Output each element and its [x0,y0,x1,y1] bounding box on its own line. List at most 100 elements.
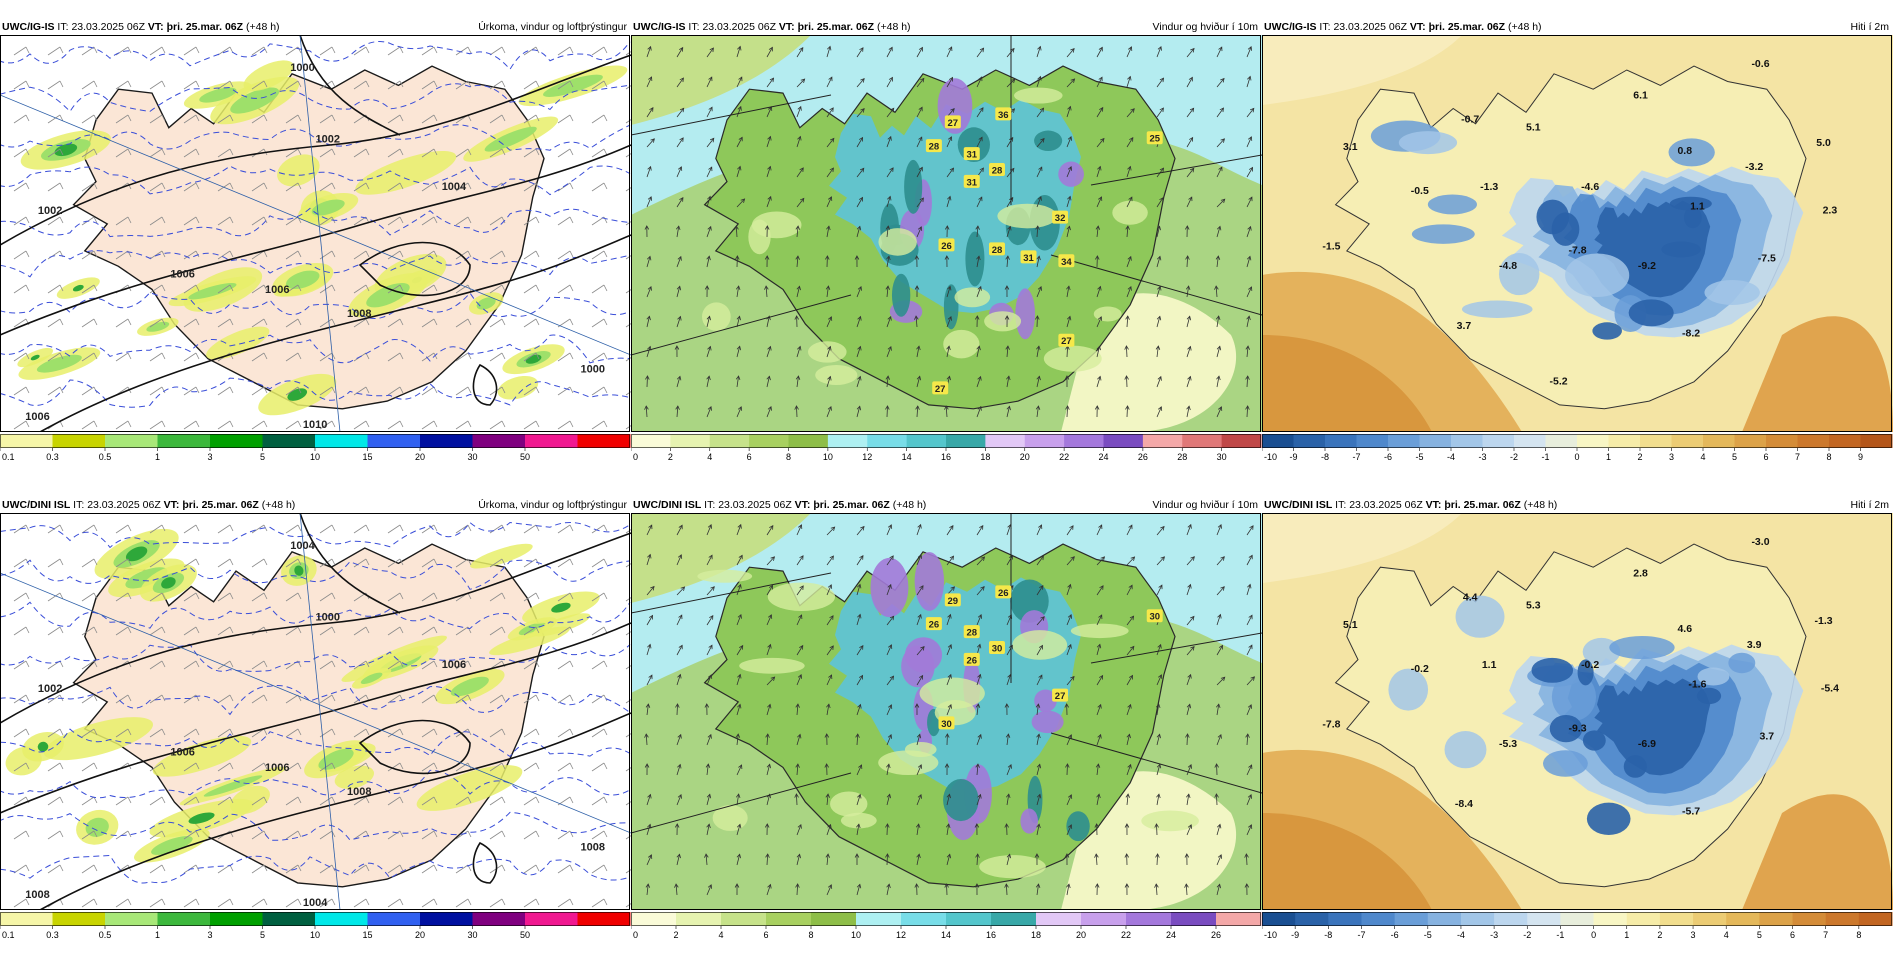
temp-area [1661,241,1701,257]
scale-label: 8 [808,930,813,940]
temp-label: 4.4 [1463,591,1478,603]
gust-label: 27 [948,118,959,129]
valid-time-label: VT: [779,21,795,33]
scale-label: 30 [467,452,477,462]
scale-label: 24 [1098,452,1108,462]
scale-label: -7 [1357,930,1365,940]
scale-swatch [1735,434,1767,448]
gust-label: 28 [929,142,940,153]
temp-label: 3.7 [1457,320,1472,332]
isobar-label: 1006 [170,746,194,758]
init-time-label: IT: [1335,499,1346,511]
scale-swatch [670,434,710,448]
scale-label: 26 [1138,452,1148,462]
scale-label: 2 [1637,452,1642,462]
temp-label: -0.5 [1411,185,1429,197]
temp-label: 4.6 [1677,623,1692,635]
gust-core [1015,288,1035,339]
temp-label: -9.2 [1638,260,1656,272]
isobar-label: 1004 [442,181,467,193]
temp-label: -3.2 [1745,161,1763,173]
scale-swatch [1262,434,1294,448]
wind-speed-area [984,311,1021,331]
gust-label: 32 [1055,213,1066,224]
panel-temp-dini: UWC/DINI ISL IT: 23.03.2025 06Z VT: þri.… [1262,492,1893,957]
valid-time-value: þri. 25.mar. 06Z [813,499,889,511]
wind-speed-area [1012,630,1067,660]
scale-label: 22 [1059,452,1069,462]
temp-label: -3.0 [1751,536,1769,548]
temp-label: -8.2 [1682,328,1700,340]
scale-label: -8 [1321,452,1329,462]
valid-time-value: þri. 25.mar. 06Z [1429,21,1505,33]
scale-label: 0 [633,452,638,462]
field-title: Vindur og hviður í 10m [1153,20,1258,34]
scale-label: 5 [1732,452,1737,462]
wind-arrow [1156,824,1157,835]
scale-label: 14 [941,930,951,940]
scale-label: -3 [1478,452,1486,462]
scale-swatch [105,912,158,926]
scale-label: 4 [707,452,712,462]
scale-label: 12 [896,930,906,940]
temp-label: -0.6 [1751,58,1769,70]
panel-header: UWC/DINI ISL IT: 23.03.2025 06Z VT: þri.… [633,498,1258,512]
init-time-label: IT: [73,499,84,511]
lead-time: (+48 h) [246,21,280,33]
scale-swatch [676,912,722,926]
scale-swatch [1294,434,1326,448]
scale-swatch [1143,434,1183,448]
temp-area [1412,224,1475,244]
wind-speed-area [739,658,804,674]
scale-swatch [1262,912,1296,926]
gust-label: 26 [998,588,1009,599]
scale-label: 8 [1826,452,1831,462]
bottom-model-row: UWC/DINI ISL IT: 23.03.2025 06Z VT: þri.… [0,492,1900,957]
temp-label: 5.1 [1343,619,1358,631]
scale-label: 50 [520,452,530,462]
scale-label: -9 [1289,452,1297,462]
scale-label: 0.3 [46,452,59,462]
scale-swatch [721,912,767,926]
gust-label: 27 [935,384,946,395]
temp-label: -0.2 [1411,663,1429,675]
scale-label: 7 [1795,452,1800,462]
gust-label: 31 [1023,253,1034,264]
gust-label: 36 [998,110,1009,121]
temp-area [1592,322,1622,339]
scale-label: 24 [1166,930,1176,940]
temp-label: -1.3 [1815,615,1833,627]
scale-label: -8 [1324,930,1332,940]
scale-label: 2 [668,452,673,462]
temp-area [1728,653,1755,673]
temp-label: 5.0 [1816,137,1831,149]
temp-label: -0.7 [1461,113,1479,125]
temp-label: -4.8 [1499,260,1517,272]
temp-label: 1.1 [1482,659,1497,671]
scale-swatch [578,434,631,448]
scale-label: 1 [155,930,160,940]
scale-label: 10 [310,930,320,940]
temp-label: -5.7 [1682,806,1700,818]
scale-label: -5 [1424,930,1432,940]
scale-label: 3 [1691,930,1696,940]
temp-area [1587,803,1631,835]
scale-swatch [631,434,671,448]
temp-area [1565,253,1629,297]
isobar-label: 1004 [303,897,328,909]
scale-swatch [946,912,992,926]
temp-area [1629,299,1674,326]
gust-core [905,637,942,672]
temp-label: -9.3 [1568,722,1586,734]
gust-label: 27 [1055,691,1066,702]
scale-label: -10 [1264,930,1277,940]
gust-label: 28 [992,165,1003,176]
gust-core [944,284,959,329]
scale-label: -4 [1447,452,1455,462]
scale-swatch [1222,434,1262,448]
scale-label: -6 [1384,452,1392,462]
scale-label: 1 [1606,452,1611,462]
